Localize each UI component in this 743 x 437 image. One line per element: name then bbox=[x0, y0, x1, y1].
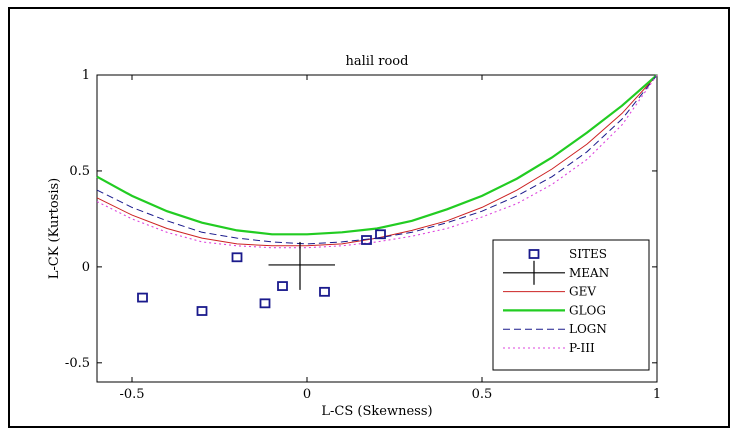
chart-title: halil rood bbox=[346, 54, 409, 69]
legend-box bbox=[492, 239, 650, 371]
y-tick-label: 0 bbox=[82, 260, 90, 275]
x-axis-label: L-CS (Skewness) bbox=[321, 404, 432, 419]
x-tick-label: 0.5 bbox=[472, 387, 493, 402]
site-point bbox=[277, 281, 288, 291]
y-tick-label: 1 bbox=[82, 68, 90, 83]
legend-label: LOGN bbox=[569, 322, 607, 336]
site-point bbox=[361, 235, 372, 245]
y-tick-label: 0.5 bbox=[69, 164, 90, 179]
site-point bbox=[375, 229, 386, 240]
site-point bbox=[231, 252, 243, 263]
x-tick-label: -0.5 bbox=[119, 387, 144, 402]
legend-label: P-III bbox=[569, 341, 595, 355]
site-point bbox=[319, 286, 330, 297]
legend-label: GLOG bbox=[569, 303, 606, 317]
site-point bbox=[137, 292, 148, 303]
y-tick-label: -0.5 bbox=[65, 356, 90, 371]
curve-p-iii bbox=[96, 74, 658, 249]
curve-glog bbox=[96, 74, 658, 236]
legend-label: GEV bbox=[569, 285, 596, 299]
x-tick-label: 1 bbox=[653, 387, 661, 402]
y-axis-label: L-CK (Kurtosis) bbox=[47, 178, 62, 280]
x-tick-label: 0 bbox=[303, 387, 311, 402]
legend-label: SITES bbox=[569, 247, 607, 261]
site-point bbox=[196, 306, 208, 316]
legend: SITES MEAN GEV GLOG LOGN P-III bbox=[492, 239, 650, 371]
legend-label: MEAN bbox=[569, 266, 609, 280]
legend-sites-marker bbox=[528, 249, 540, 259]
site-point bbox=[259, 298, 271, 309]
